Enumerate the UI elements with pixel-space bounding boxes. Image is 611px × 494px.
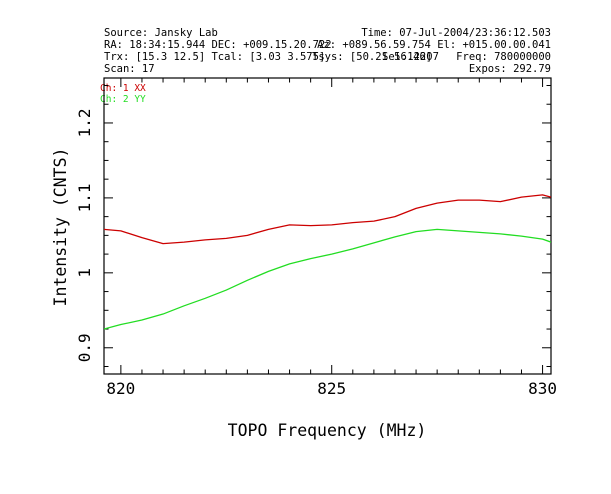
legend-ch1-label: Ch: 1 XX [100,83,146,94]
x-tick-label: 830 [528,379,557,398]
header-scan: Scan: 17 [104,63,155,75]
y-tick-label: 1.2 [75,109,94,138]
axis-ticks [104,78,551,374]
header-tsys: Tsys: [50.21 56.46] [312,51,432,63]
series-line-ch2 [104,228,551,330]
y-tick-label: 1.1 [75,183,94,212]
y-tick-label: 0.9 [75,333,94,362]
header-overlap-text: Sel:12207 [382,51,439,63]
header-time: Time: 07-Jul-2004/23:36:12.503 [361,27,551,39]
legend-ch2-label: Ch: 2 YY [100,94,146,105]
header-source: Source: Jansky Lab [104,27,218,39]
chart-header: Source: Jansky Lab Time: 07-Jul-2004/23:… [104,27,551,75]
series-line-ch1 [104,194,551,245]
y-axis-label: Intensity (CNTS) [51,148,70,307]
axis-tick-labels: 820 825 830 0.9 1 1.1 1.2 [75,109,557,398]
legend: Ch: 1 XX Ch: 2 YY [100,83,146,105]
x-tick-label: 820 [106,379,135,398]
y-tick-label: 1 [75,268,94,278]
header-ra-dec: RA: 18:34:15.944 DEC: +009.15.20.722 [104,39,332,51]
header-az-el: Az: +089.56.59.754 El: +015.00.00.041 [317,39,551,51]
x-axis-label: TOPO Frequency (MHz) [228,421,427,440]
x-tick-label: 825 [317,379,346,398]
header-freq: Freq: 780000000 [456,51,551,63]
plot-frame [103,77,552,375]
header-trx-tcal: Trx: [15.3 12.5] Tcal: [3.03 3.575] [104,51,325,63]
header-expos: Expos: 292.79 [469,63,551,75]
series-layer [104,194,551,330]
